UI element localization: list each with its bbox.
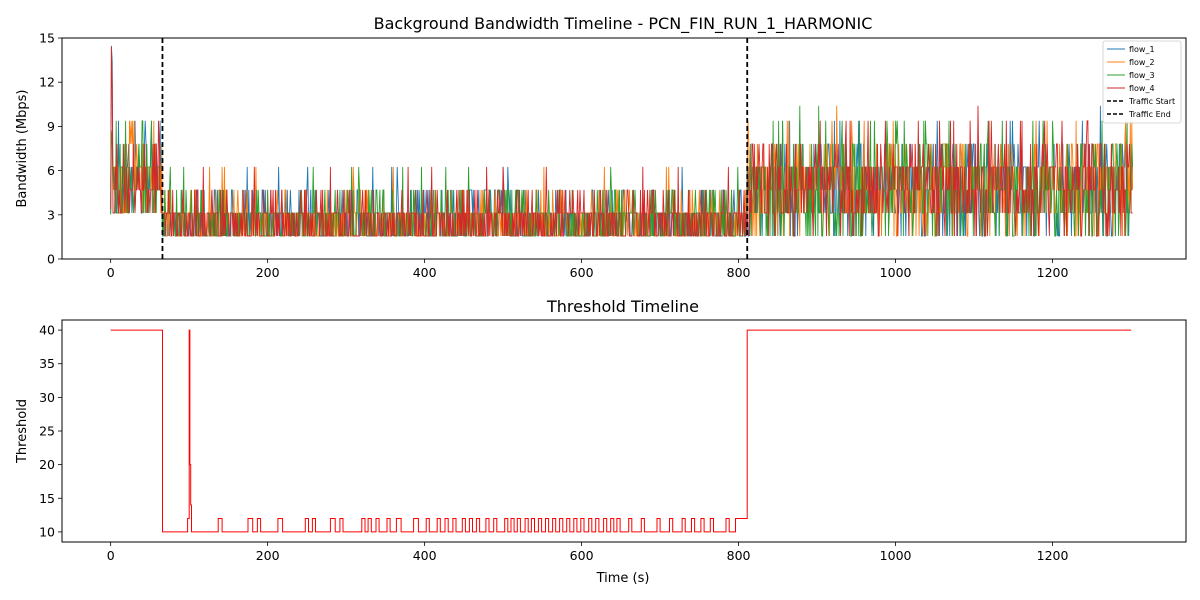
threshold-x-tick-label: 800 — [727, 548, 751, 563]
threshold-y-tick-label: 30 — [39, 390, 55, 405]
threshold-y-tick-label: 35 — [39, 356, 55, 371]
series-line-flow_4 — [110, 46, 1133, 237]
threshold-chart-title: Threshold Timeline — [546, 297, 699, 316]
bandwidth-y-tick-label: 12 — [39, 75, 55, 90]
series-line-threshold — [110, 329, 1132, 533]
threshold-y-ticks: 10 15 20 25 30 35 40 — [39, 323, 62, 539]
bandwidth-y-tick-label: 6 — [47, 163, 55, 178]
threshold-x-tick-label: 1200 — [1037, 548, 1069, 563]
bandwidth-chart: Background Bandwidth Timeline - PCN_FIN_… — [15, 14, 1187, 280]
bandwidth-y-axis-label: Bandwidth (Mbps) — [15, 90, 30, 208]
bandwidth-y-tick-label: 9 — [47, 119, 55, 134]
bandwidth-x-tick-label: 200 — [256, 265, 280, 280]
threshold-y-axis-label: Threshold — [15, 399, 30, 464]
bandwidth-x-tick-label: 600 — [570, 265, 594, 280]
bandwidth-axes-frame — [61, 37, 1187, 260]
bandwidth-y-tick-label: 15 — [39, 31, 55, 46]
threshold-chart: Threshold Timeline 0 200 400 600 800 1000 1200… — [15, 297, 1187, 586]
threshold-x-tick-label: 0 — [107, 548, 115, 563]
bandwidth-x-tick-label: 0 — [107, 265, 115, 280]
bandwidth-y-ticks: 0 3 6 9 12 15 — [39, 31, 62, 267]
threshold-y-tick-label: 10 — [39, 524, 55, 539]
threshold-x-ticks: 0 200 400 600 800 1000 1200 — [107, 542, 1069, 563]
legend-label-traffic-end: Traffic End — [1128, 110, 1171, 119]
legend-label-flow-4: flow_4 — [1129, 84, 1155, 93]
bandwidth-legend: flow_1 flow_2 flow_3 flow_4 Traffic Star… — [1102, 40, 1182, 124]
threshold-x-axis-label: Time (s) — [596, 571, 650, 586]
bandwidth-chart-title: Background Bandwidth Timeline - PCN_FIN_… — [374, 14, 873, 34]
bandwidth-y-tick-label: 0 — [47, 252, 55, 267]
bandwidth-x-tick-label: 800 — [727, 265, 751, 280]
series-line-flow_3 — [110, 105, 1134, 237]
legend-label-flow-3: flow_3 — [1129, 71, 1155, 80]
bandwidth-plot-area — [110, 38, 1134, 259]
threshold-y-tick-label: 25 — [39, 424, 55, 439]
legend-label-flow-1: flow_1 — [1129, 45, 1155, 54]
threshold-x-tick-label: 1000 — [880, 548, 912, 563]
bandwidth-x-tick-label: 1200 — [1037, 265, 1069, 280]
legend-label-flow-2: flow_2 — [1129, 58, 1155, 67]
bandwidth-x-ticks: 0 200 400 600 800 1000 1200 — [107, 259, 1069, 280]
threshold-plot-area — [110, 329, 1132, 533]
threshold-y-tick-label: 15 — [39, 491, 55, 506]
threshold-x-tick-label: 200 — [256, 548, 280, 563]
legend-label-traffic-start: Traffic Start — [1128, 97, 1175, 106]
bandwidth-y-tick-label: 3 — [47, 207, 55, 222]
threshold-y-tick-label: 40 — [39, 323, 55, 338]
threshold-y-tick-label: 20 — [39, 457, 55, 472]
threshold-x-tick-label: 600 — [570, 548, 594, 563]
bandwidth-x-tick-label: 1000 — [880, 265, 912, 280]
bandwidth-x-tick-label: 400 — [413, 265, 437, 280]
threshold-x-tick-label: 400 — [413, 548, 437, 563]
